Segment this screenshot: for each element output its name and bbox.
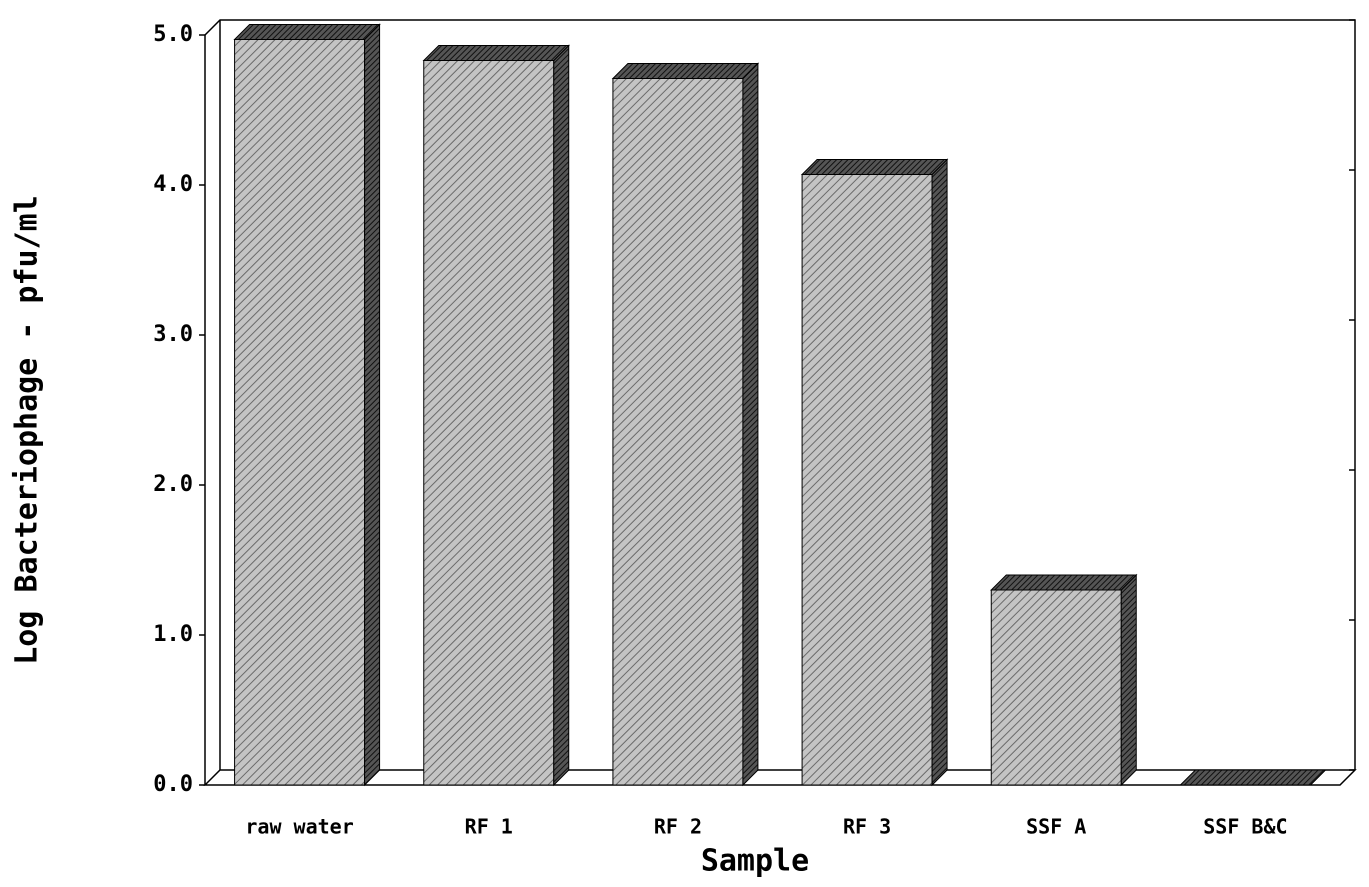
x-tick-label: SSF A — [1026, 815, 1086, 839]
bar-top — [1179, 769, 1327, 786]
bar-side — [742, 62, 759, 787]
bar-front — [801, 174, 933, 786]
y-tick-label: 5.0 — [153, 22, 193, 47]
x-tick-label: raw water — [245, 815, 353, 839]
y-tick-label: 3.0 — [153, 322, 193, 347]
y-tick-label: 1.0 — [153, 622, 193, 647]
bar-front — [234, 39, 366, 786]
bar-top — [611, 63, 760, 79]
y-tick-label: 0.0 — [153, 772, 193, 797]
bar-side — [553, 44, 570, 787]
bar-front — [990, 589, 1122, 786]
y-tick-label: 4.0 — [153, 172, 193, 197]
bar-top — [233, 24, 381, 40]
bar-side — [1120, 573, 1137, 787]
bar-front — [423, 60, 555, 786]
bar-front — [612, 78, 744, 786]
bar-top — [990, 574, 1138, 591]
y-axis-title: Log Bacteriophage - pfu/ml — [10, 195, 45, 665]
bar-side — [364, 23, 381, 787]
x-tick-label: SSF B&C — [1203, 815, 1287, 839]
x-axis-title: Sample — [701, 844, 809, 879]
axis-frame — [204, 19, 1356, 770]
bar-top — [422, 45, 570, 61]
y-tick-label: 2.0 — [153, 472, 193, 497]
x-tick-label: RF 3 — [843, 815, 891, 839]
x-tick-label: RF 1 — [465, 815, 513, 839]
bar-side — [931, 158, 948, 787]
bar-top — [800, 159, 949, 175]
x-tick-label: RF 2 — [654, 815, 702, 839]
